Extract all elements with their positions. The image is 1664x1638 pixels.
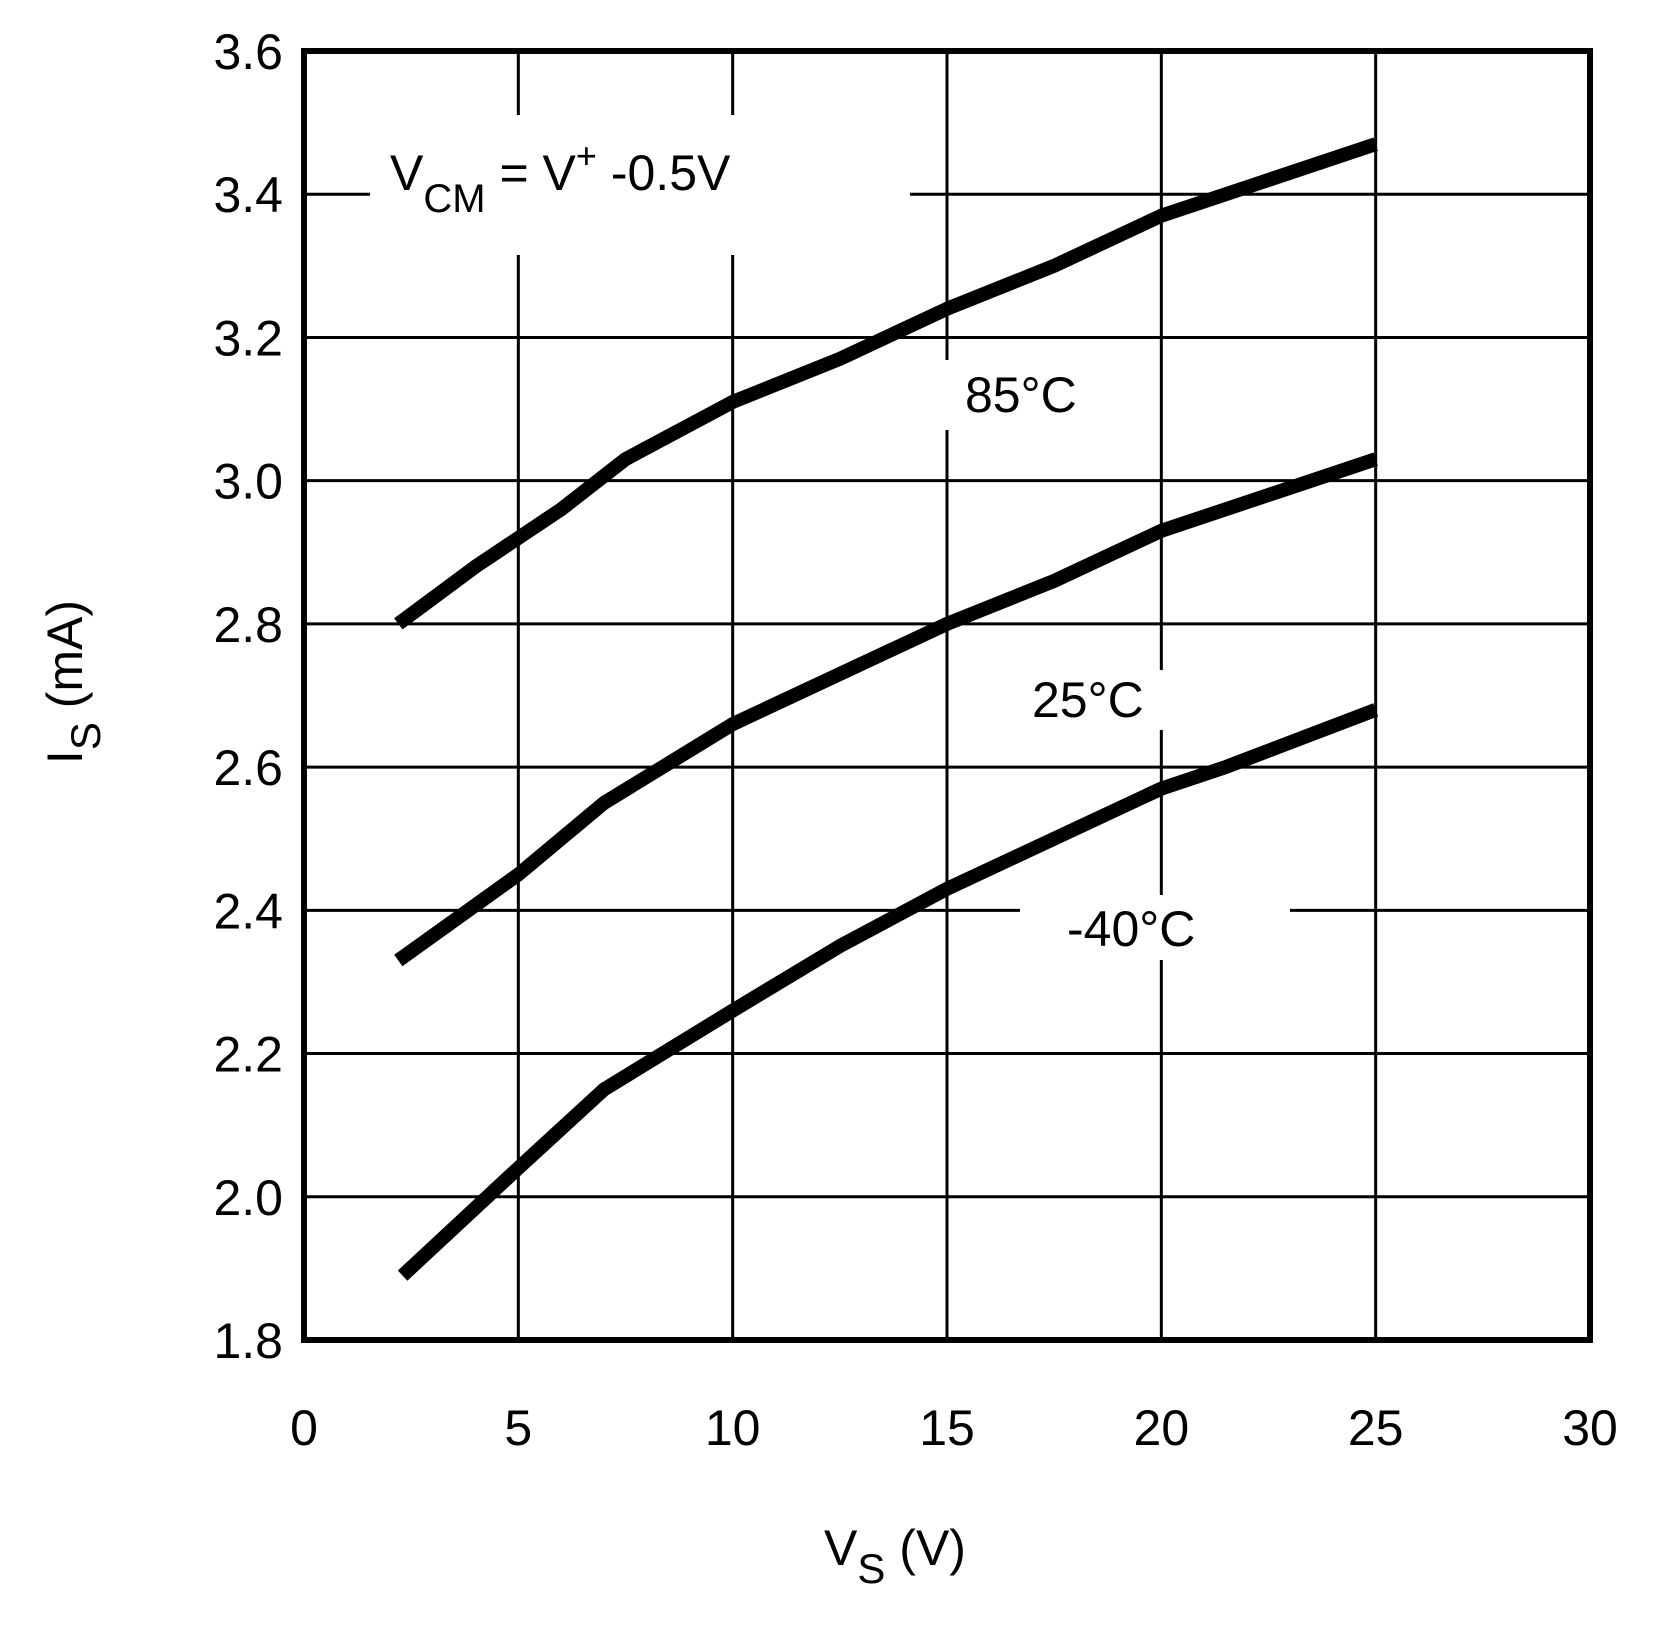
y-tick-label: 2.6 bbox=[213, 740, 283, 796]
x-axis-title: VS (V) bbox=[824, 1520, 966, 1592]
y-tick-label: 3.4 bbox=[213, 167, 283, 223]
x-tick-label: 10 bbox=[705, 1400, 761, 1456]
x-tick-label: 0 bbox=[290, 1400, 318, 1456]
x-tick-label: 15 bbox=[919, 1400, 975, 1456]
annotation-bg bbox=[370, 115, 910, 255]
series-labels: 85°C 25°C -40°C bbox=[940, 360, 1290, 960]
x-tick-label: 25 bbox=[1348, 1400, 1404, 1456]
x-tick-labels: 0 5 10 15 20 25 30 bbox=[290, 1400, 1618, 1456]
label-bg-85 bbox=[940, 360, 1140, 430]
y-tick-label: 2.4 bbox=[213, 883, 283, 939]
y-tick-label: 2.2 bbox=[213, 1027, 283, 1083]
series-label-85: 85°C bbox=[965, 367, 1077, 423]
series-line-2 bbox=[397, 703, 1379, 1281]
x-tick-label: 20 bbox=[1134, 1400, 1190, 1456]
condition-annotation: VCM = V+ -0.5V bbox=[370, 115, 910, 255]
label-bg-m40 bbox=[1020, 895, 1290, 960]
annotation-text: VCM = V+ -0.5V bbox=[390, 135, 731, 221]
series-label-m40: -40°C bbox=[1067, 901, 1195, 957]
y-axis-title: IS (mA) bbox=[37, 600, 109, 764]
y-tick-labels: 1.8 2.0 2.2 2.4 2.6 2.8 3.0 3.2 3.4 3.6 bbox=[213, 24, 283, 1369]
series-lines bbox=[394, 137, 1379, 1281]
y-tick-label: 1.8 bbox=[213, 1313, 283, 1369]
y-tick-label: 3.0 bbox=[213, 454, 283, 510]
series-line-1 bbox=[394, 452, 1378, 967]
x-tick-label: 30 bbox=[1562, 1400, 1618, 1456]
y-tick-label: 2.0 bbox=[213, 1170, 283, 1226]
series-label-25: 25°C bbox=[1032, 672, 1144, 728]
label-bg-25 bbox=[1020, 670, 1190, 730]
series-line-0 bbox=[394, 137, 1378, 630]
y-tick-label: 3.6 bbox=[213, 24, 283, 80]
x-tick-label: 5 bbox=[504, 1400, 532, 1456]
plot-frame bbox=[301, 48, 1593, 1343]
y-tick-label: 3.2 bbox=[213, 310, 283, 366]
y-tick-label: 2.8 bbox=[213, 597, 283, 653]
